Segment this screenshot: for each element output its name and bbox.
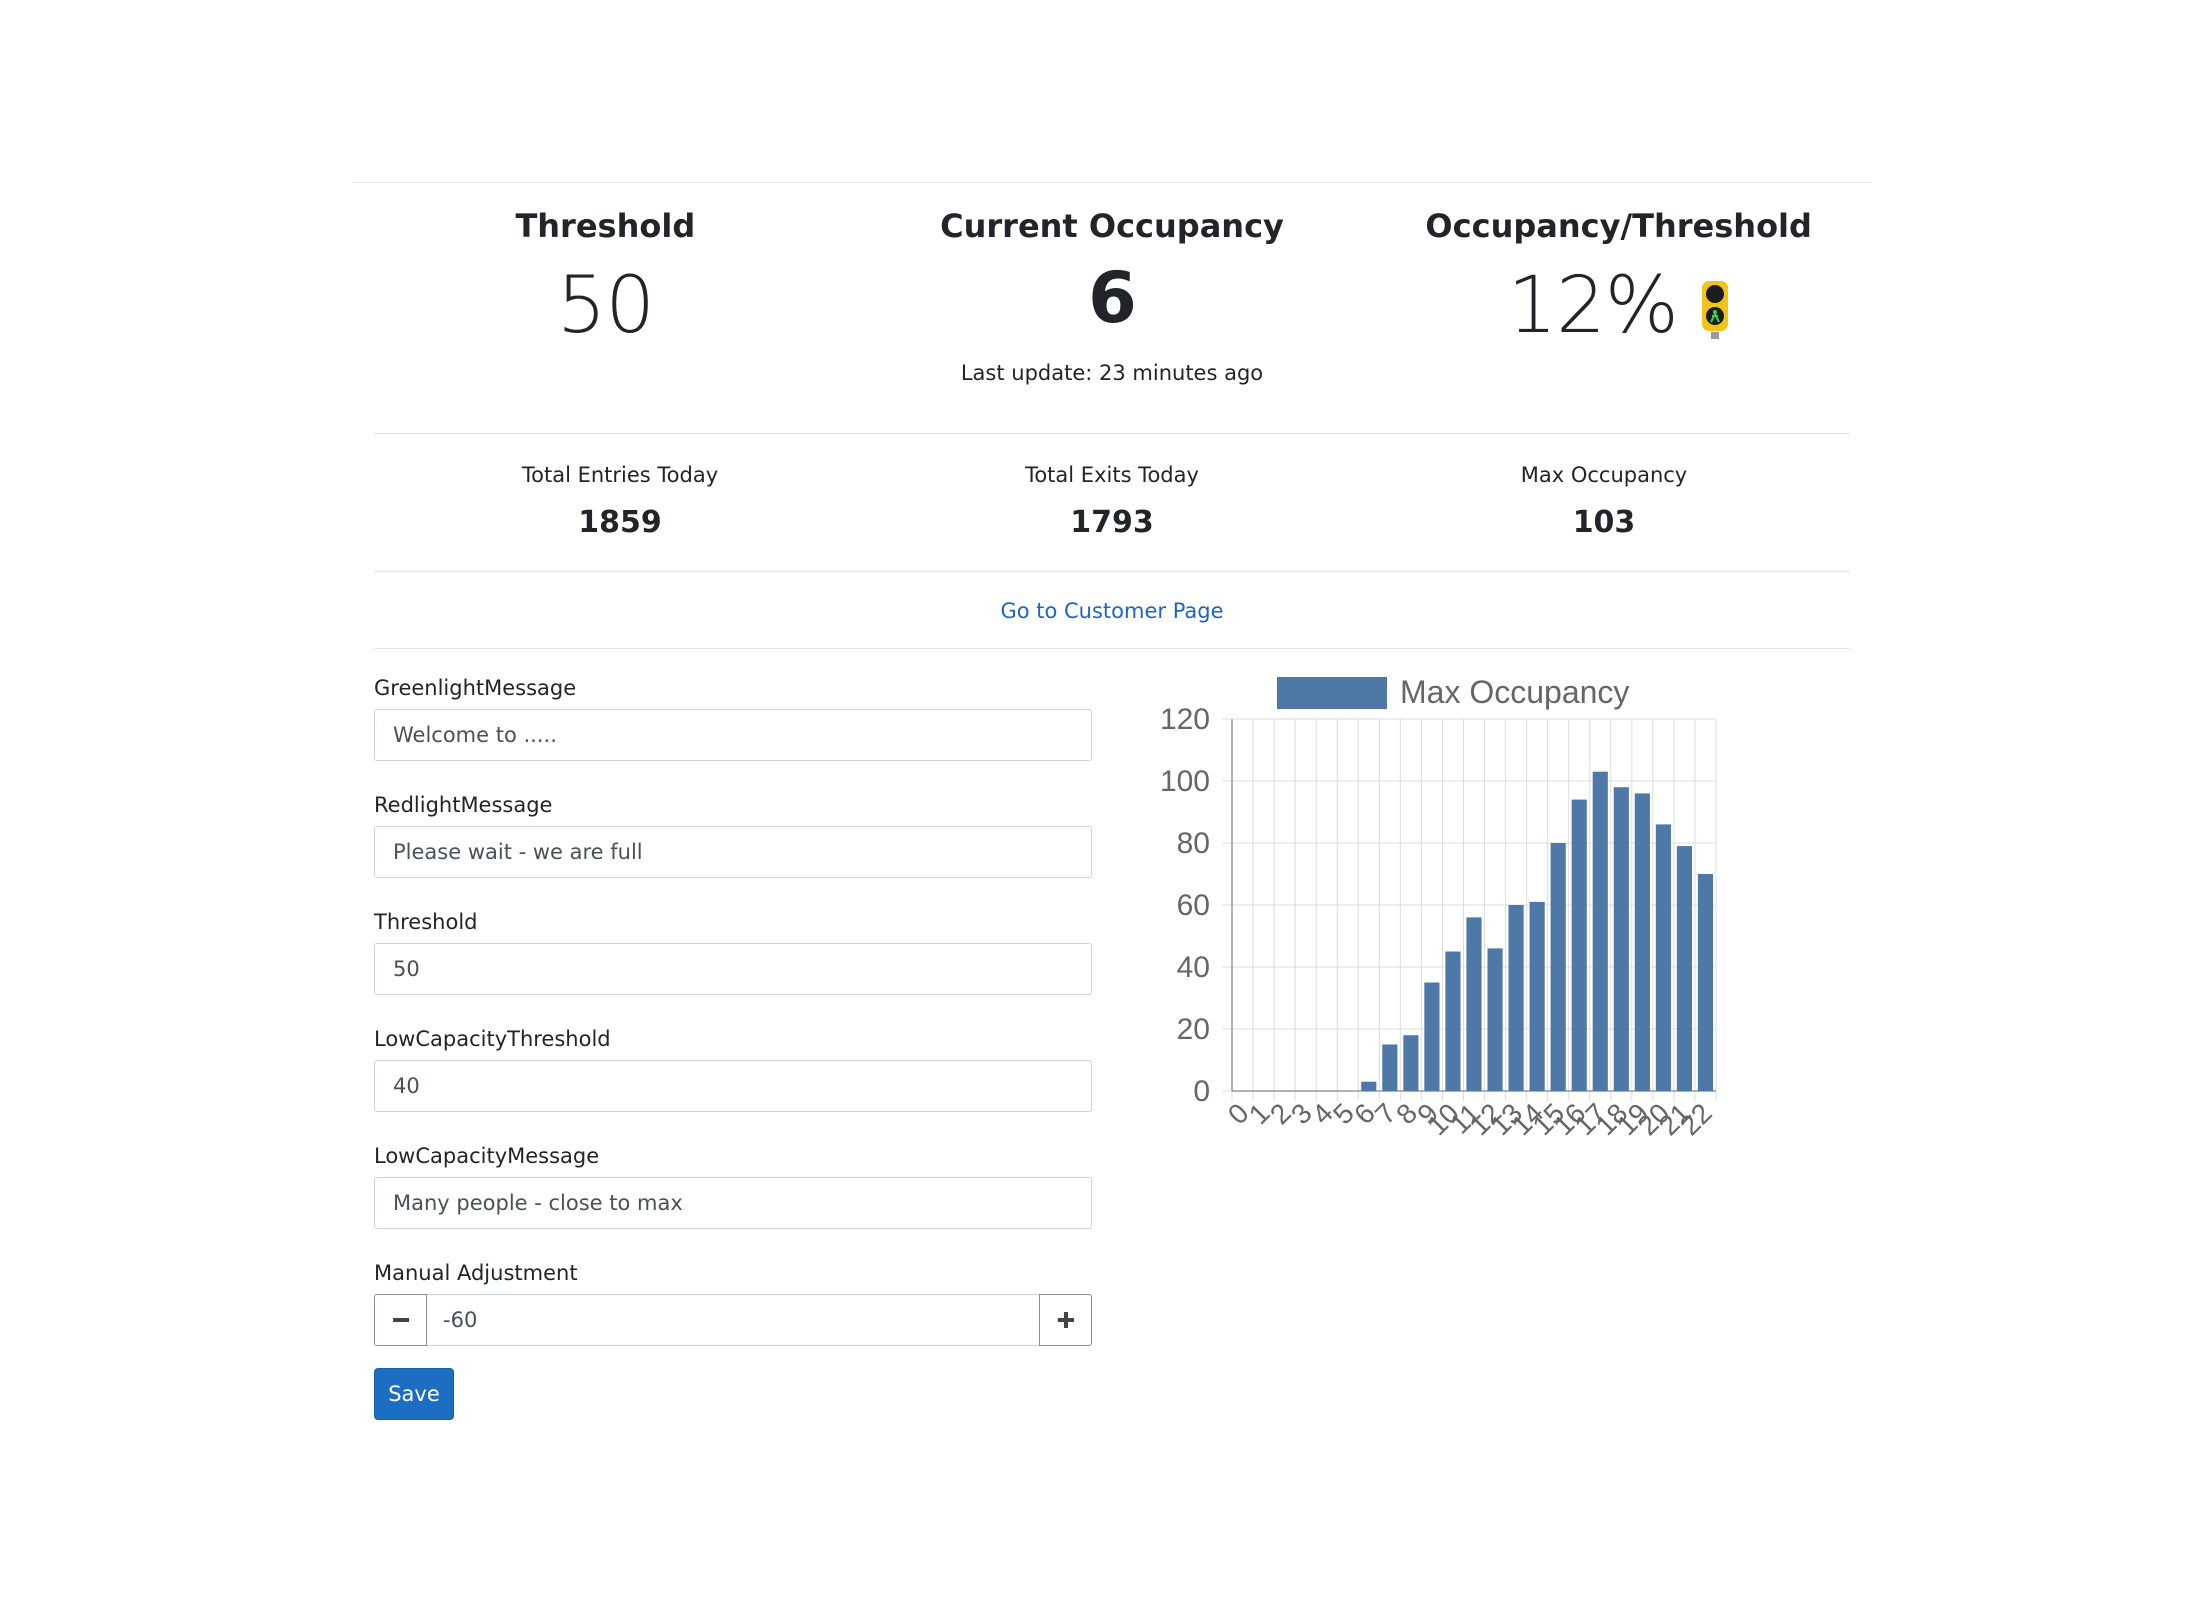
redlight-message-label: RedlightMessage <box>374 793 553 817</box>
chart-svg: Max Occupancy020406080100120012345678910… <box>1160 674 1718 1141</box>
bar-21 <box>1676 846 1693 1091</box>
bar-10 <box>1445 951 1461 1091</box>
low-capacity-message-input[interactable] <box>374 1177 1092 1229</box>
total-entries-label: Total Entries Today <box>521 463 719 487</box>
current-occupancy-title: Current Occupancy <box>940 207 1284 245</box>
bar-13 <box>1508 905 1524 1091</box>
total-entries-value: 1859 <box>578 505 662 540</box>
occupancy-ratio-stat: Occupancy/Threshold 12% <box>1365 183 1872 433</box>
customer-page-link[interactable]: Go to Customer Page <box>1000 599 1224 623</box>
manual-adjustment-label: Manual Adjustment <box>374 1261 578 1285</box>
stats-divider <box>374 433 1850 434</box>
secondary-stats-row: Total Entries Today 1859 Total Exits Tod… <box>374 437 1850 567</box>
manual-adjustment-stepper <box>374 1294 1092 1346</box>
bar-17 <box>1592 771 1608 1091</box>
bar-11 <box>1466 917 1482 1091</box>
threshold-input[interactable] <box>374 943 1092 995</box>
legend-swatch <box>1277 677 1387 709</box>
minus-icon <box>392 1318 409 1322</box>
bar-16 <box>1571 799 1587 1091</box>
bar-18 <box>1613 787 1629 1091</box>
threshold-stat: Threshold 50 <box>352 183 859 433</box>
max-occupancy-chart: Max Occupancy 0 20 40 60 80 100 120 0 1 2 3 4 5 6 7 8 9 10… <box>1132 663 1852 1143</box>
y-tick-label: 120 <box>1160 703 1210 736</box>
dashboard-container: Threshold 50 Current Occupancy 6 Last up… <box>352 182 1872 1420</box>
y-tick-label: 100 <box>1160 765 1210 798</box>
occupancy-ratio-title: Occupancy/Threshold <box>1425 207 1812 245</box>
y-tick-label: 80 <box>1177 827 1210 860</box>
settings-form: GreenlightMessage RedlightMessage Thresh… <box>374 673 1092 1420</box>
current-occupancy-stat: Current Occupancy 6 Last update: 23 minu… <box>859 183 1366 433</box>
save-button[interactable]: Save <box>374 1368 454 1420</box>
bar-22 <box>1697 874 1714 1091</box>
link-divider <box>374 648 1850 649</box>
bar-12 <box>1487 948 1503 1091</box>
max-occupancy-label: Max Occupancy <box>1520 463 1688 487</box>
bar-14 <box>1529 901 1545 1091</box>
plus-icon <box>1057 1312 1074 1328</box>
total-exits-label: Total Exits Today <box>1025 463 1199 487</box>
bar-20 <box>1655 824 1671 1091</box>
y-tick-label: 40 <box>1177 951 1210 984</box>
total-exits-stat: Total Exits Today 1793 <box>866 437 1358 567</box>
greenlight-message-input[interactable] <box>374 709 1092 761</box>
y-tick-label: 0 <box>1193 1075 1210 1108</box>
bar-9 <box>1424 982 1440 1091</box>
max-occupancy-value: 103 <box>1572 505 1636 540</box>
occupancy-ratio-value: 12% <box>1507 261 1678 351</box>
low-capacity-threshold-label: LowCapacityThreshold <box>374 1027 611 1051</box>
y-tick-label: 20 <box>1177 1013 1210 1046</box>
bar-8 <box>1403 1035 1419 1091</box>
total-exits-value: 1793 <box>1070 505 1154 540</box>
bar-6 <box>1361 1081 1377 1091</box>
current-occupancy-value: 6 <box>1088 257 1137 339</box>
low-capacity-message-label: LowCapacityMessage <box>374 1144 600 1168</box>
max-occupancy-stat: Max Occupancy 103 <box>1358 437 1850 567</box>
decrement-button[interactable] <box>374 1294 427 1346</box>
total-entries-stat: Total Entries Today 1859 <box>374 437 866 567</box>
redlight-message-input[interactable] <box>374 826 1092 878</box>
last-update-text: Last update: 23 minutes ago <box>960 361 1264 385</box>
traffic-light-icon <box>1701 281 1728 339</box>
threshold-value: 50 <box>556 261 655 351</box>
increment-button[interactable] <box>1039 1294 1092 1346</box>
secondary-divider <box>374 571 1850 572</box>
legend-label: Max Occupancy <box>1400 674 1629 710</box>
low-capacity-threshold-input[interactable] <box>374 1060 1092 1112</box>
y-tick-label: 60 <box>1177 889 1210 922</box>
greenlight-message-label: GreenlightMessage <box>374 676 577 700</box>
manual-adjustment-input[interactable] <box>427 1294 1039 1346</box>
bar-7 <box>1382 1044 1398 1091</box>
threshold-title: Threshold <box>515 207 696 245</box>
bar-19 <box>1634 793 1650 1091</box>
bar-15 <box>1550 843 1566 1091</box>
threshold-label: Threshold <box>374 910 478 934</box>
primary-stats-row: Threshold 50 Current Occupancy 6 Last up… <box>352 183 1872 433</box>
